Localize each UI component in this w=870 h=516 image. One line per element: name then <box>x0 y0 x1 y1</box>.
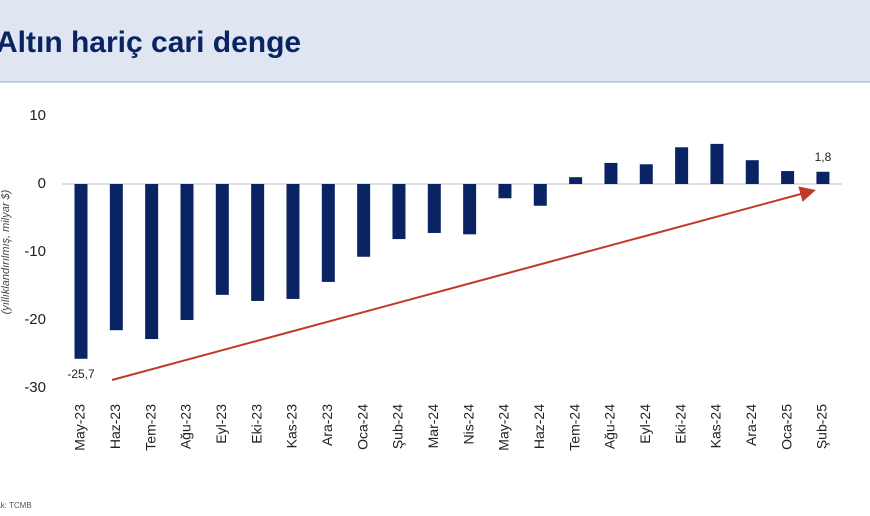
x-tick-label: Kas-23 <box>284 404 300 449</box>
bar <box>816 171 830 184</box>
source-note: Kaynak: TCMB <box>0 501 32 510</box>
x-tick-label: May-23 <box>72 404 88 451</box>
x-tick-label: Şub-24 <box>390 404 406 449</box>
y-axis-label: (yıllıklandırılmış, milyar $) <box>0 189 12 314</box>
x-tick-label: Eyl-24 <box>637 404 653 444</box>
x-tick-label: Oca-25 <box>778 404 794 450</box>
bar <box>569 177 583 184</box>
bar <box>180 184 194 320</box>
x-tick-label: Şub-25 <box>814 404 830 449</box>
x-tick-label: Tem-24 <box>566 404 582 451</box>
bar <box>145 184 159 340</box>
x-tick-label: Mar-24 <box>425 404 441 449</box>
bar <box>392 184 406 240</box>
x-tick-label: Ağu-23 <box>178 404 194 449</box>
chart-title: Altın hariç cari denge <box>0 26 301 59</box>
x-tick-label: Kas-24 <box>708 404 724 449</box>
y-tick-label: 0 <box>38 175 46 192</box>
trend-arrow <box>111 186 816 381</box>
bar <box>498 184 512 199</box>
x-tick-label: Eyl-23 <box>213 404 229 444</box>
value-label: -25,7 <box>67 367 95 381</box>
x-tick-label: Haz-23 <box>107 404 123 449</box>
bar <box>710 143 724 184</box>
bar <box>286 184 300 299</box>
bar <box>357 184 371 257</box>
x-tick-label: Ara-24 <box>743 404 759 446</box>
bar <box>109 184 123 331</box>
x-tick-label: Eki-23 <box>248 404 264 444</box>
x-tick-label: Nis-24 <box>460 404 476 445</box>
value-label: 1,8 <box>815 150 832 164</box>
plot-area: 10 0 -10 -20 -30 May-23 -25,7 Haz-23 Tem-23 Ağu-2… <box>24 107 842 451</box>
x-tick-label: Tem-23 <box>142 404 158 451</box>
x-tick-label: Ara-23 <box>319 404 335 446</box>
x-tick-label: Haz-24 <box>531 404 547 449</box>
bar <box>251 184 265 301</box>
bar <box>74 184 88 359</box>
bar <box>745 160 759 184</box>
bar <box>781 171 795 184</box>
header-band <box>0 0 870 82</box>
bar <box>215 184 229 295</box>
x-tick-label: Ağu-24 <box>602 404 618 449</box>
bar <box>604 162 618 184</box>
y-tick-label: 10 <box>29 107 46 124</box>
y-tick-label: -20 <box>24 311 46 328</box>
y-tick-label: -30 <box>24 379 46 396</box>
bar <box>533 184 547 206</box>
bar <box>321 184 335 282</box>
bar <box>463 184 477 235</box>
bar <box>675 147 689 184</box>
bar <box>639 164 653 184</box>
bar <box>427 184 441 233</box>
x-tick-label: Oca-24 <box>354 404 370 450</box>
x-tick-label: May-24 <box>496 404 512 451</box>
x-tick-label: Eki-24 <box>672 404 688 444</box>
y-tick-label: -10 <box>24 243 46 260</box>
